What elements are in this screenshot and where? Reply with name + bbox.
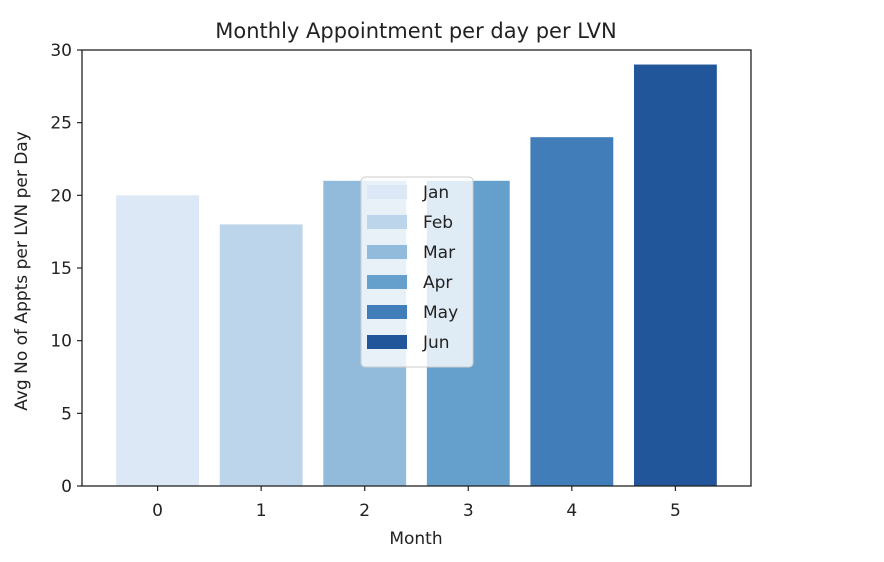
x-tick-label: 1 (256, 501, 267, 521)
bar-jun (633, 64, 717, 487)
legend-label-jan: Jan (422, 183, 449, 203)
y-tick-label: 30 (50, 41, 72, 61)
y-tick-label: 20 (50, 186, 72, 206)
legend-swatch-jun (367, 335, 407, 349)
x-tick-label: 0 (152, 501, 163, 521)
legend-swatch-mar (367, 245, 407, 259)
y-axis: 0 5 10 15 20 25 30 (50, 41, 82, 497)
x-tick-label: 4 (566, 501, 577, 521)
legend-label-apr: Apr (423, 273, 452, 293)
legend-swatch-jan (367, 185, 407, 199)
bar-feb (219, 224, 303, 486)
x-tick-label: 3 (463, 501, 474, 521)
y-tick-label: 15 (50, 259, 72, 279)
y-tick-label: 10 (50, 332, 72, 352)
bar-may (530, 137, 614, 486)
legend-swatch-may (367, 305, 407, 319)
legend-label-may: May (423, 303, 458, 323)
x-axis-label: Month (389, 529, 442, 549)
legend-label-feb: Feb (423, 213, 453, 233)
legend-swatch-apr (367, 275, 407, 289)
legend-swatch-feb (367, 215, 407, 229)
bar-jan (116, 195, 200, 487)
y-axis-label: Avg No of Appts per LVN per Day (12, 131, 32, 411)
legend: Jan Feb Mar Apr May Jun (360, 176, 474, 368)
x-tick-label: 5 (670, 501, 681, 521)
legend-label-mar: Mar (423, 243, 455, 263)
x-axis: 0 1 2 3 4 5 (152, 486, 681, 521)
x-tick-label: 2 (359, 501, 370, 521)
y-tick-label: 5 (61, 404, 72, 424)
y-tick-label: 25 (50, 114, 72, 134)
chart-title: Monthly Appointment per day per LVN (215, 19, 617, 43)
legend-label-jun: Jun (422, 333, 450, 353)
y-tick-label: 0 (61, 477, 72, 497)
